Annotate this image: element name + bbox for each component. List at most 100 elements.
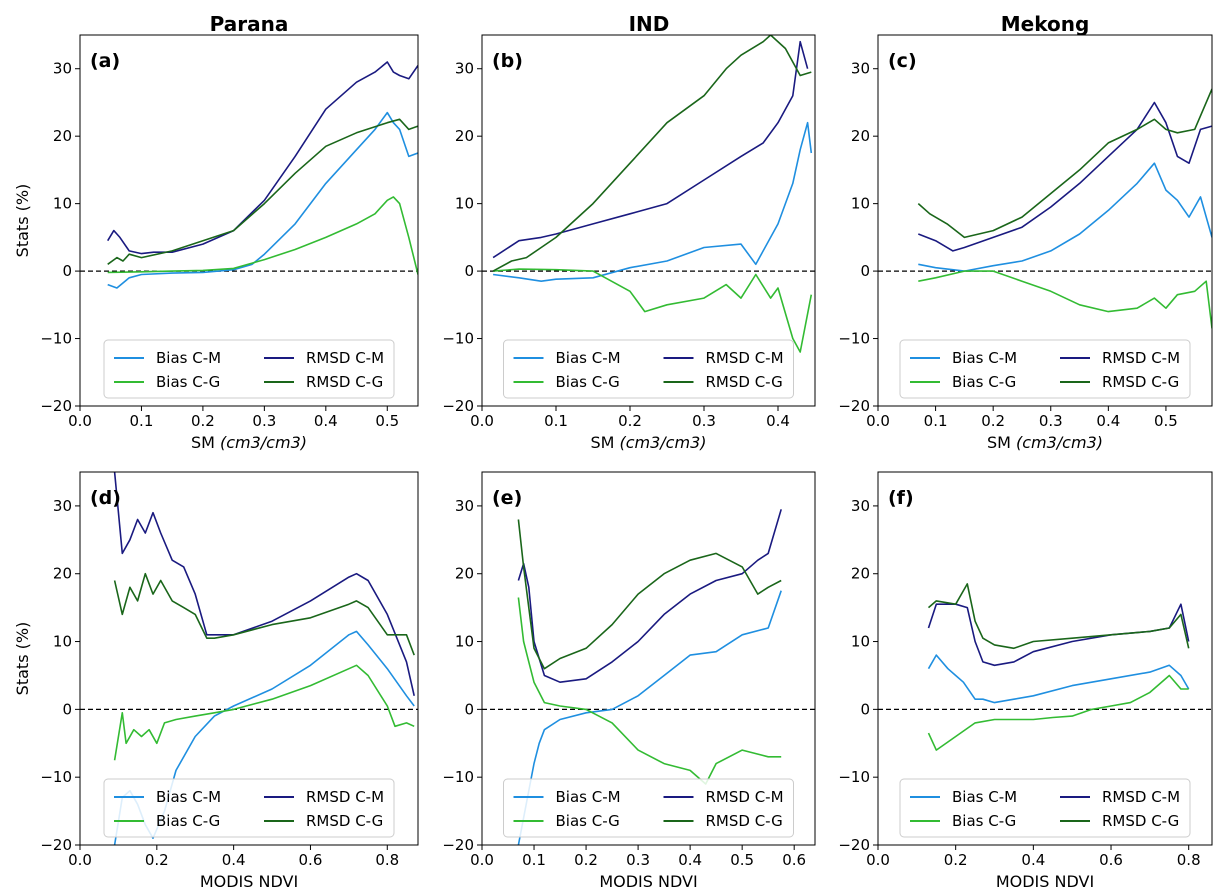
x-axis-unit: (cm3/cm3)	[1016, 433, 1103, 452]
plot-frame	[877, 471, 1213, 846]
series-line-bias-c-m	[927, 654, 1190, 704]
y-tick-label: 30	[53, 60, 72, 78]
panel-label: (f)	[888, 487, 914, 509]
series-line-rmsd-c-m	[107, 61, 418, 255]
series-line-bias-c-m	[492, 121, 813, 283]
x-tick-label: 0.4	[766, 412, 790, 430]
x-tick-label: 0.6	[782, 851, 806, 869]
legend: Bias C-M RMSD C-M Bias C-G RMSD C-G	[103, 339, 395, 399]
column-title-ind: IND	[629, 12, 670, 36]
y-tick-label: −10	[40, 330, 72, 348]
legend-entry: RMSD C-M	[706, 788, 784, 806]
x-tick-label: 0.5	[1154, 412, 1178, 430]
series-line-rmsd-c-m	[113, 472, 415, 696]
legend: Bias C-M RMSD C-M Bias C-G RMSD C-G	[899, 778, 1191, 838]
legend-entry: RMSD C-M	[306, 349, 384, 367]
legend-entry: RMSD C-G	[706, 812, 783, 830]
series-line-bias-c-m	[517, 590, 782, 845]
y-tick-label: 30	[851, 497, 870, 515]
legend-entry: Bias C-M	[952, 349, 1017, 367]
panel-f: 0.0 0.2 0.4 0.6 0.8 −20 −10 0 10 20 30 MODIS NDVI (f…	[838, 471, 1213, 891]
y-tick-label: −10	[442, 330, 474, 348]
legend-entry: Bias C-G	[156, 812, 220, 830]
legend-entry: Bias C-M	[556, 349, 621, 367]
y-tick-label: 10	[455, 633, 474, 651]
x-tick-label: 0.0	[68, 412, 92, 430]
y-tick-label: 0	[464, 700, 474, 718]
legend-entry: Bias C-M	[952, 788, 1017, 806]
x-tick-label: 0.2	[618, 412, 642, 430]
x-tick-label: 0.1	[130, 412, 154, 430]
x-tick-label: 0.2	[981, 412, 1005, 430]
panel-d: 0.0 0.2 0.4 0.6 0.8 −20 −10 0 10 20 30 MODIS NDVI St…	[13, 471, 419, 891]
x-tick-label: 0.2	[191, 412, 215, 430]
x-tick-label: 0.4	[1021, 851, 1045, 869]
x-tick-label: 0.6	[299, 851, 323, 869]
x-tick-label: 0.1	[544, 412, 568, 430]
y-tick-label: 0	[62, 700, 72, 718]
legend-entry: Bias C-M	[156, 788, 221, 806]
legend-entry: Bias C-G	[952, 812, 1016, 830]
x-axis-label: SM (cm3/cm3)	[591, 433, 707, 452]
legend-entry: RMSD C-M	[1102, 788, 1180, 806]
panel-label: (b)	[492, 50, 523, 72]
x-tick-label: 0.0	[68, 851, 92, 869]
series-line-rmsd-c-g	[492, 35, 812, 272]
x-axis-label: SM (cm3/cm3)	[191, 433, 307, 452]
x-tick-label: 0.0	[866, 412, 890, 430]
series-line-rmsd-c-g	[113, 572, 415, 656]
y-tick-label: −20	[40, 836, 72, 854]
y-tick-label: 0	[62, 262, 72, 280]
legend: Bias C-M RMSD C-M Bias C-G RMSD C-G	[103, 778, 395, 838]
plot-frame	[79, 34, 419, 407]
x-tick-label: 0.3	[692, 412, 716, 430]
y-tick-label: −10	[838, 330, 870, 348]
series-line-rmsd-c-g	[917, 88, 1212, 239]
x-tick-label: 0.0	[470, 412, 494, 430]
plot-frame	[481, 471, 816, 846]
series-line-rmsd-c-g	[927, 583, 1190, 650]
x-tick-label: 0.1	[522, 851, 546, 869]
y-tick-label: 20	[53, 127, 72, 145]
legend-entry: RMSD C-M	[706, 349, 784, 367]
y-tick-label: −10	[442, 768, 474, 786]
y-tick-label: −20	[442, 836, 474, 854]
y-tick-label: 30	[455, 497, 474, 515]
x-tick-label: 0.4	[678, 851, 702, 869]
plot-frame	[79, 471, 419, 846]
x-tick-label: 0.5	[375, 412, 399, 430]
legend-entry: Bias C-G	[952, 373, 1016, 391]
series-line-rmsd-c-m	[492, 40, 809, 259]
y-tick-label: 20	[851, 127, 870, 145]
x-tick-label: 0.3	[252, 412, 276, 430]
y-tick-label: 10	[455, 195, 474, 213]
y-axis-label: Stats (%)	[13, 184, 32, 258]
x-axis-label: MODIS NDVI	[996, 872, 1094, 891]
x-axis-label: MODIS NDVI	[200, 872, 298, 891]
panel-e: 0.0 0.1 0.2 0.3 0.4 0.5 0.6 −20 −10 0 10 20 30 MODIS …	[442, 471, 816, 891]
x-tick-label: 0.0	[866, 851, 890, 869]
y-tick-label: 30	[851, 60, 870, 78]
x-tick-label: 0.4	[314, 412, 338, 430]
series-line-bias-c-g	[517, 597, 782, 785]
x-tick-label: 0.8	[1177, 851, 1201, 869]
y-tick-label: 0	[860, 700, 870, 718]
x-tick-label: 0.0	[470, 851, 494, 869]
series-line-rmsd-c-g	[107, 118, 418, 265]
legend-entry: Bias C-G	[556, 373, 620, 391]
x-tick-label: 0.2	[145, 851, 169, 869]
x-tick-label: 0.2	[574, 851, 598, 869]
x-tick-label: 0.3	[626, 851, 650, 869]
panel-label: (c)	[888, 50, 917, 72]
plot-frame	[877, 34, 1213, 407]
series-line-rmsd-c-m	[927, 603, 1190, 667]
legend-entry: RMSD C-G	[1102, 373, 1179, 391]
panel-a: 0.0 0.1 0.2 0.3 0.4 0.5 −20 −10 0 10 20 30 SM (cm3/cm…	[13, 34, 419, 452]
panel-label: (d)	[90, 487, 121, 509]
y-tick-label: 20	[851, 565, 870, 583]
x-axis-unit: (cm3/cm3)	[220, 433, 307, 452]
y-tick-label: 0	[860, 262, 870, 280]
column-title-parana: Parana	[210, 12, 289, 36]
legend-entry: RMSD C-G	[306, 812, 383, 830]
y-tick-label: 20	[455, 127, 474, 145]
